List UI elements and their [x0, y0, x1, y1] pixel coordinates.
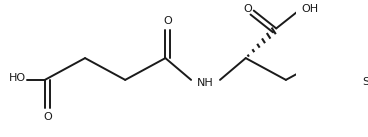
Text: O: O [43, 112, 52, 122]
Text: O: O [244, 4, 252, 14]
Text: S: S [362, 77, 368, 87]
Text: O: O [163, 16, 172, 26]
Text: HO: HO [8, 73, 26, 83]
Text: OH: OH [301, 4, 319, 14]
Text: NH: NH [197, 78, 214, 88]
